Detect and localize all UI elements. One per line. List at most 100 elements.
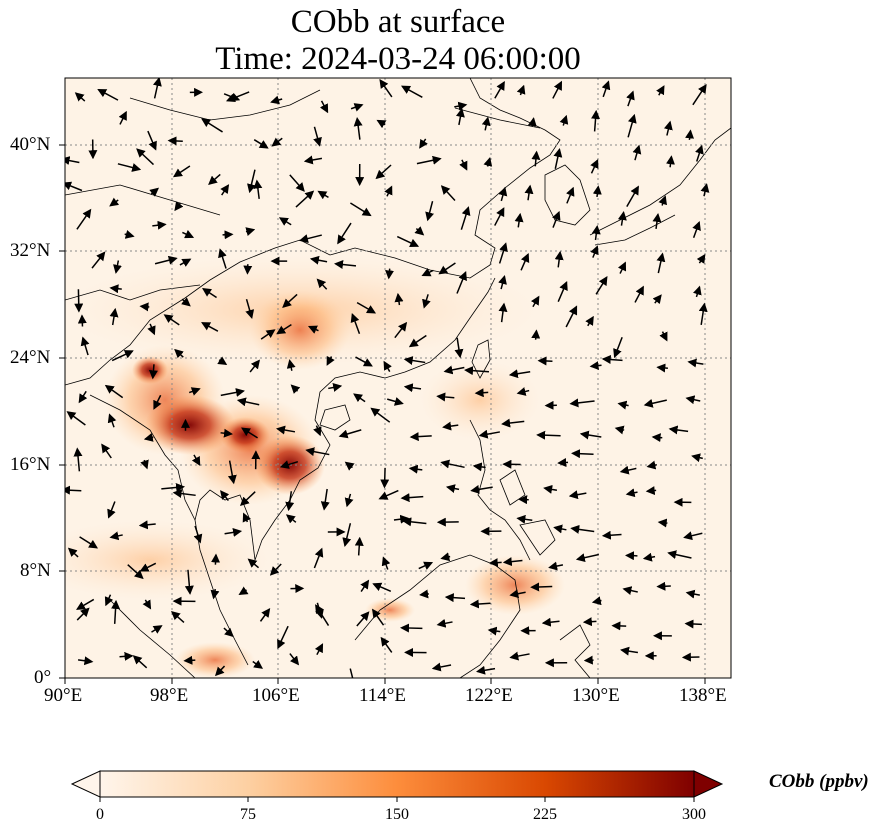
wind-arrow [76,598,95,610]
x-tick-label: 114°E [359,685,406,706]
wind-arrow [590,158,599,174]
wind-arrow [456,271,467,294]
wind-arrow [249,359,260,373]
wind-arrow [147,323,156,336]
wind-arrow [685,129,695,140]
wind-arrow [421,268,434,277]
wind-arrow [142,599,152,610]
wind-arrow [290,384,301,394]
wind-arrow [402,517,427,527]
wind-arrow [282,293,298,308]
wind-arrow [400,493,424,503]
wind-arrow [285,491,295,512]
wind-arrow [659,331,668,342]
wind-arrow [253,139,269,149]
wind-arrow [691,453,703,463]
wind-arrow [585,315,594,327]
wind-arrow [65,156,80,166]
wind-arrow [438,262,456,275]
wind-arrow [520,252,530,271]
wind-arrow [642,552,656,562]
wind-arrow [299,234,322,243]
wind-arrow [132,655,148,669]
wind-arrow [469,599,491,609]
y-tick-label: 0° [34,667,52,688]
wind-arrow [279,460,299,469]
wind-arrow [537,356,553,366]
wind-arrow [289,174,305,192]
wind-arrow [590,245,599,258]
wind-arrow [571,449,594,459]
wind-arrow [107,501,116,519]
wind-arrow [619,465,637,475]
wind-arrow [109,531,123,541]
wind-arrow [464,366,490,376]
wind-arrow [553,524,567,534]
wind-arrow [625,488,638,498]
wind-arrow [104,384,124,399]
wind-arrow [218,248,227,269]
wind-arrow [148,364,158,380]
wind-arrow [643,398,667,408]
wind-arrow [568,490,587,500]
wind-arrow [700,183,710,197]
colorbar-tick-label: 0 [96,806,104,823]
wind-arrow [514,212,524,228]
wind-arrow [436,618,453,628]
colorbar-tick-label: 225 [533,806,557,823]
wind-arrow [174,348,184,359]
wind-arrow [79,536,99,549]
colorbar-gradient [99,770,695,798]
wind-arrow [66,411,86,426]
wind-arrow [78,390,88,404]
wind-arrow [124,230,135,239]
y-tick-label: 40°N [10,134,51,155]
wind-arrow [353,393,366,403]
wind-arrow [109,197,120,207]
wind-arrow [76,607,90,621]
wind-arrow [208,173,221,186]
wind-arrow [548,561,564,571]
wind-arrow [127,564,144,580]
y-tick-label: 24°N [10,347,51,368]
wind-arrow [356,611,370,627]
wind-arrow [153,394,162,410]
wind-arrow [516,514,533,524]
wind-arrow [667,550,692,559]
wind-arrow [658,195,667,206]
wind-arrow [147,130,157,151]
wind-arrow [286,359,296,371]
wind-arrow [319,100,329,114]
wind-arrow [353,117,363,140]
wind-arrow [552,80,563,99]
plume-malaysia [175,642,255,678]
wind-arrow [685,589,700,599]
wind-arrow [575,553,600,563]
wind-arrow [416,155,442,165]
x-tick-label: 106°E [252,685,300,706]
wind-arrow [97,88,119,101]
wind-arrow [80,336,90,356]
wind-arrow [509,589,526,599]
y-tick-label: 16°N [10,454,51,475]
wind-arrow [211,553,221,565]
wind-arrow [419,138,428,149]
wind-arrow [657,518,668,528]
wind-arrow [220,388,245,397]
wind-arrow [227,460,237,485]
wind-arrow [394,292,404,306]
wind-arrow [422,294,431,309]
x-tick-label: 130°E [572,685,620,706]
wind-arrow [632,144,642,161]
wind-arrow [356,302,377,314]
wind-arrow [591,596,602,606]
wind-arrow [220,428,233,438]
wind-arrow [119,651,134,661]
wind-arrow [167,136,183,146]
wind-arrow [651,433,663,443]
wind-arrow [317,190,329,200]
wind-arrow [541,617,560,627]
wind-arrow [252,659,264,669]
wind-arrow [622,586,638,595]
wind-arrow [666,155,675,168]
